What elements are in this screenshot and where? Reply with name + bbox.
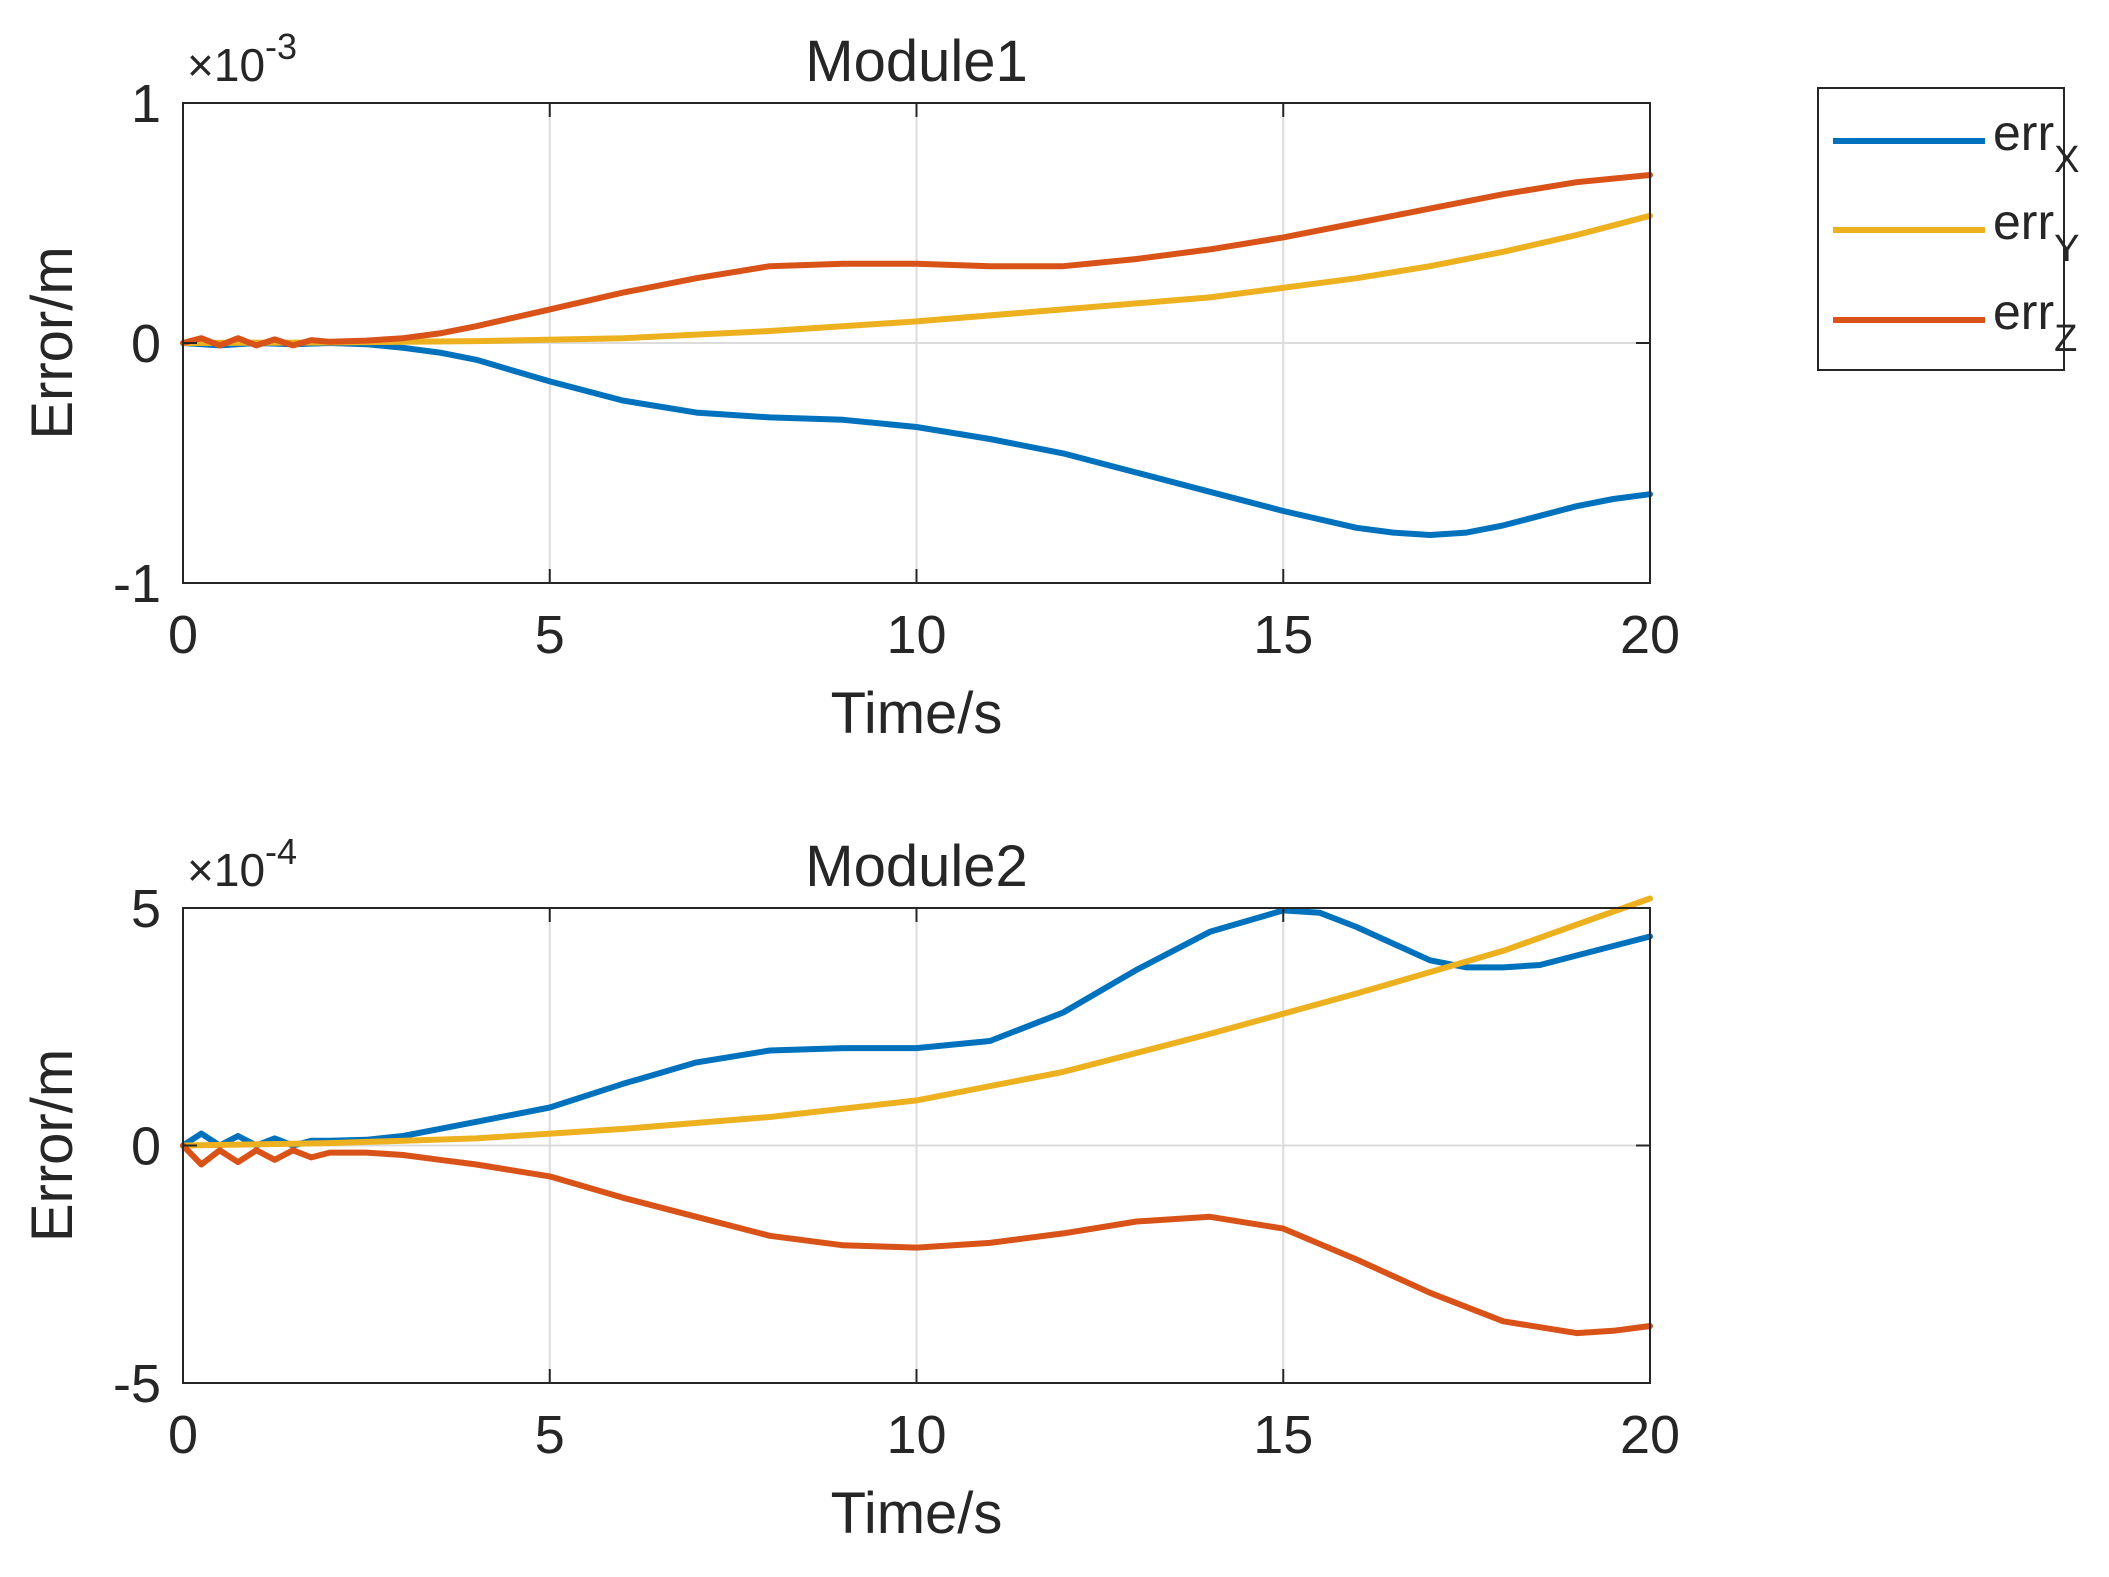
chart-2-ytick-label-0: -5: [113, 1354, 161, 1414]
chart-2-series-errZ: [180, 1142, 1653, 1337]
chart-1-xlabel: Time/s: [831, 681, 1003, 746]
chart-2-xtick-label-1: 5: [535, 1405, 565, 1465]
chart-2-xtick-label-4: 20: [1620, 1405, 1680, 1465]
chart-1-xtick-label-0: 0: [168, 605, 198, 665]
chart-2-xtick-label-0: 0: [168, 1405, 198, 1465]
chart-2-title: Module2: [805, 834, 1027, 899]
legend-entry-z: errZ: [1833, 284, 2077, 360]
chart-2-exponent-label: ×10-4: [187, 831, 297, 896]
chart-1-exponent-label: ×10-3: [187, 26, 297, 91]
chart-2-xtick-label-2: 10: [886, 1405, 946, 1465]
chart-2-xtick-label-3: 15: [1253, 1405, 1313, 1465]
chart-1-ytick-label-0: -1: [113, 554, 161, 614]
chart-1-series-errY: [180, 212, 1653, 346]
chart-1-title: Module1: [805, 29, 1027, 94]
chart-1-ytick-label-2: 1: [131, 74, 161, 134]
chart-1-xtick-label-2: 10: [886, 605, 946, 665]
chart-2-xlabel: Time/s: [831, 1481, 1003, 1546]
legend-entry-y: errY: [1833, 194, 2079, 270]
chart-2-series-errY: [180, 895, 1653, 1149]
chart-1-ylabel: Error/m: [20, 246, 85, 439]
legend-entry-x: errX: [1833, 105, 2079, 181]
chart-1-ytick-label-1: 0: [131, 314, 161, 374]
chart-1-xtick-label-4: 20: [1620, 605, 1680, 665]
legend-label-z: errZ: [1993, 284, 2077, 360]
legend-label-x: errX: [1993, 105, 2079, 181]
legend: errX errY errZ: [1817, 87, 2079, 371]
chart-2-ytick-label-1: 0: [131, 1117, 161, 1177]
chart-2-ytick-label-2: 5: [131, 879, 161, 939]
chart-2-ylabel: Error/m: [20, 1049, 85, 1242]
chart-1-xtick-label-1: 5: [535, 605, 565, 665]
chart-1-xtick-label-3: 15: [1253, 605, 1313, 665]
chart-1-series-errZ: [180, 172, 1653, 349]
legend-label-y: errY: [1993, 194, 2079, 270]
